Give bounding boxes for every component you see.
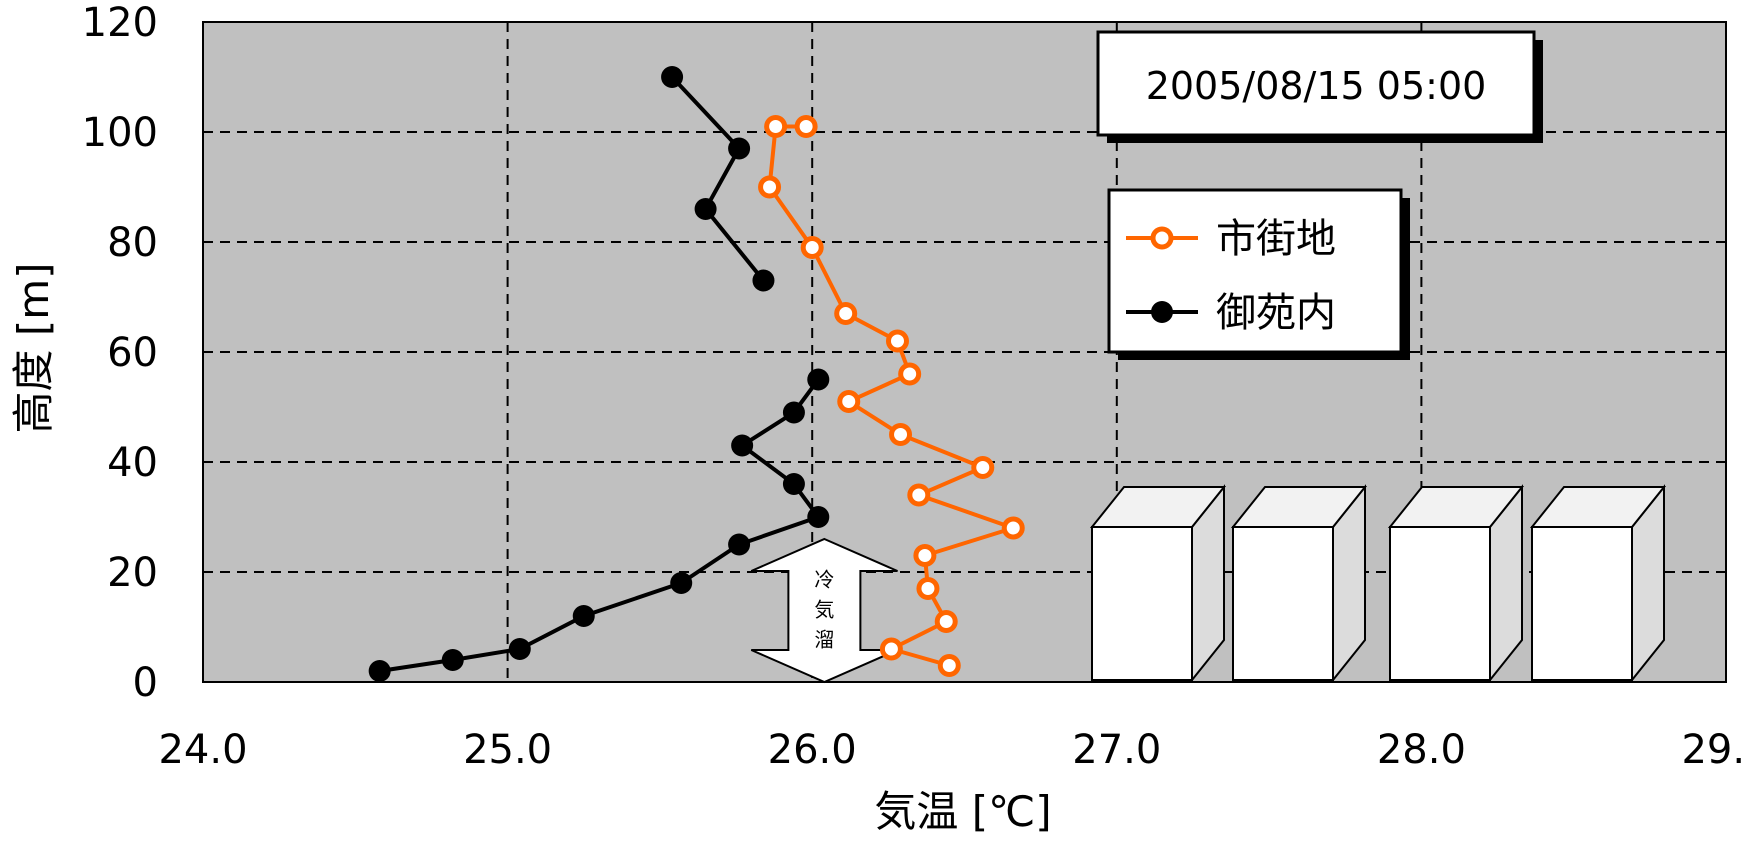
series-2 [368,66,830,682]
date-box: 2005/08/15 05:00 [1096,30,1543,143]
building-3 [1387,484,1525,683]
y-tick-label: 80 [107,220,158,266]
legend-label-city: 市街地 [1216,216,1336,262]
building-front [1091,526,1193,681]
series-layer [368,66,1025,682]
y-tick-label: 100 [82,110,158,156]
data-point [728,533,751,556]
data-point [913,544,937,567]
arrow-label-char: 気 [814,598,834,622]
data-point [752,269,775,292]
series-line-2 [670,75,766,282]
data-point [441,649,464,671]
data-point [694,198,717,220]
data-point [937,654,961,677]
series-1 [758,115,1025,677]
building-4 [1529,484,1667,683]
x-axis-title: 気温 [℃] [874,787,1051,836]
data-point [661,66,684,88]
arrow-shape [750,537,898,684]
legend: 市街地 御苑内 [1107,188,1410,360]
y-tick-label: 120 [82,0,158,46]
y-tick-label: 40 [107,440,158,486]
data-point [728,137,751,160]
data-point [1001,516,1025,540]
building-front [1531,526,1633,681]
data-point [879,637,903,661]
x-tick-label: 25.0 [463,727,552,773]
y-axis-title: 高度 [m] [9,262,58,433]
data-point [508,638,531,660]
data-point [368,660,391,682]
data-point [837,390,861,413]
data-point [934,610,958,633]
data-point [807,368,830,391]
data-point [800,236,824,259]
data-point [782,401,805,424]
data-point [794,115,818,138]
x-tick-label: 28.0 [1377,727,1466,773]
buildings-illustration [1089,484,1667,683]
data-point [916,577,940,600]
building-front [1389,526,1491,681]
x-tick-label: 26.0 [768,727,857,773]
data-point [758,175,782,199]
data-point [670,572,693,594]
axes: 24.0 25.0 26.0 27.0 28.0 29.0 0 20 40 60 80 100 120 [82,0,1743,773]
x-tick-label: 27.0 [1072,727,1161,773]
x-tick-label: 29.0 [1681,727,1743,773]
arrow-label-char: 溜 [814,628,834,652]
data-point [907,483,931,507]
arrow-label-char: 冷 [814,568,834,592]
data-point [572,605,595,627]
data-point [782,473,805,495]
building-1 [1089,484,1227,683]
y-tick-label: 0 [133,660,158,706]
data-point [885,329,909,353]
y-tick-label: 20 [107,550,158,596]
legend-marker-garden [1151,301,1173,323]
building-2 [1230,484,1368,683]
legend-label-garden: 御苑内 [1216,290,1336,336]
data-point [807,506,830,528]
date-label: 2005/08/15 05:00 [1146,64,1487,108]
data-point [834,302,858,325]
y-tick-label: 60 [107,330,158,376]
data-point [764,115,788,138]
data-point [731,434,754,457]
x-tick-label: 24.0 [158,727,247,773]
date-box-frame [1096,30,1536,137]
building-front [1232,526,1334,681]
legend-frame [1107,188,1403,354]
legend-marker-city [1150,226,1174,250]
data-point [889,423,913,446]
data-point [898,362,922,386]
data-point [971,456,995,479]
cold-air-pool-annotation: 冷気溜 [750,537,898,684]
